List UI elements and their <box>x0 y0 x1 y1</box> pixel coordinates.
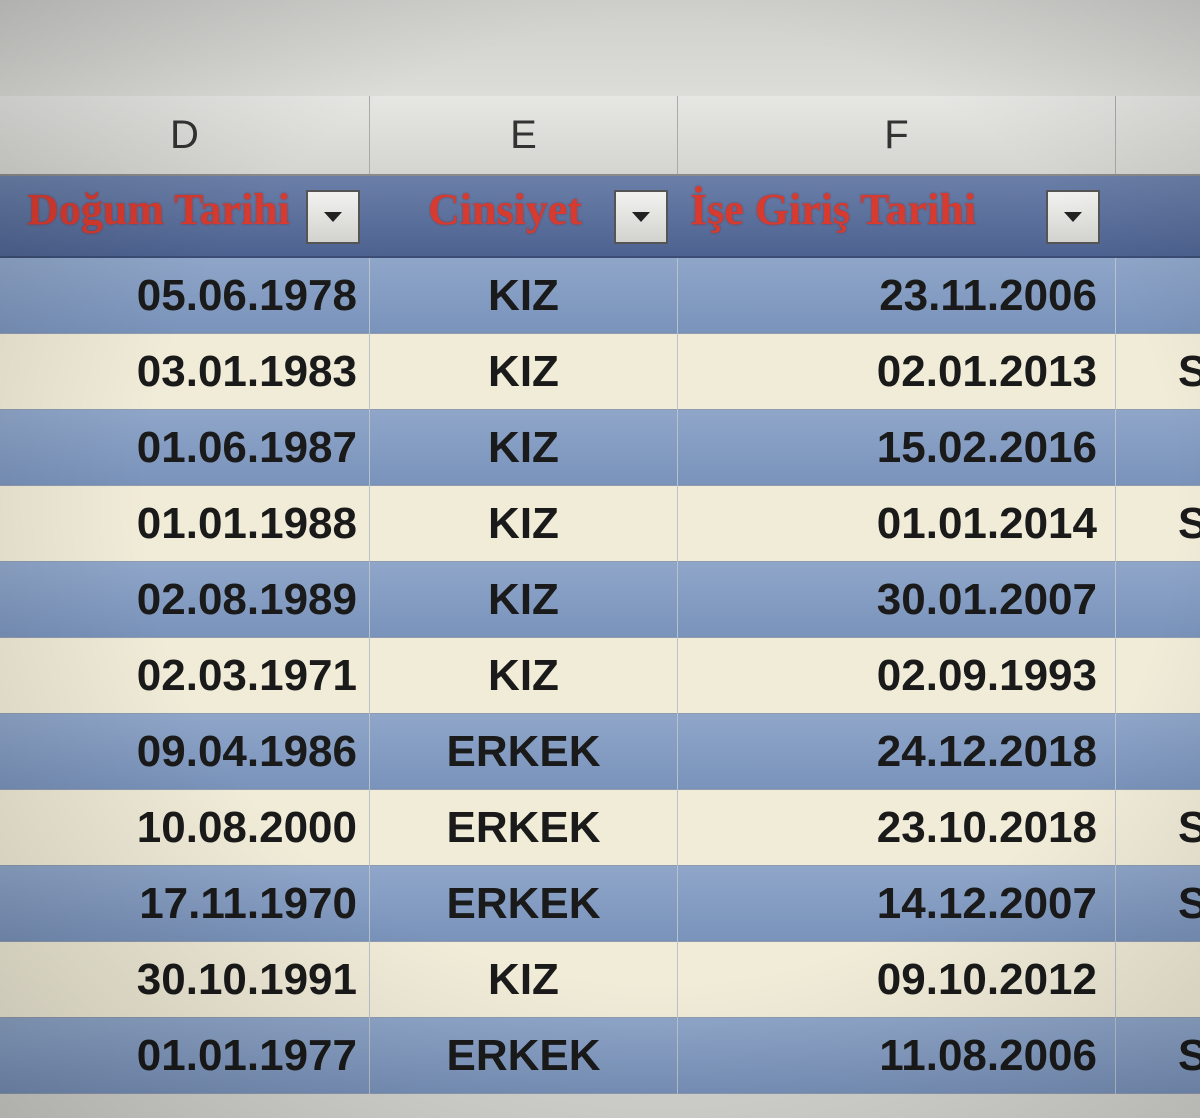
cell-extra[interactable] <box>1116 714 1200 790</box>
header-cell-start-date[interactable]: İşe Giriş Tarihi <box>678 176 1116 256</box>
cell-gender[interactable]: KIZ <box>370 942 678 1018</box>
cell-start-date[interactable]: 15.02.2016 <box>678 410 1116 486</box>
cell-birth-date[interactable]: 10.08.2000 <box>0 790 370 866</box>
cell-extra[interactable] <box>1116 638 1200 714</box>
header-label-start-date: İşe Giriş Tarihi <box>690 184 976 235</box>
dropdown-arrow-icon <box>322 210 344 224</box>
table-row: 01.01.1977 ERKEK 11.08.2006 S <box>0 1018 1200 1094</box>
table-row: 02.08.1989 KIZ 30.01.2007 <box>0 562 1200 638</box>
cell-start-date[interactable]: 14.12.2007 <box>678 866 1116 942</box>
cell-birth-date[interactable]: 09.04.1986 <box>0 714 370 790</box>
table-row: 02.03.1971 KIZ 02.09.1993 <box>0 638 1200 714</box>
table-row: 05.06.1978 KIZ 23.11.2006 <box>0 258 1200 334</box>
filter-button-start-date[interactable] <box>1046 190 1100 244</box>
cell-start-date[interactable]: 30.01.2007 <box>678 562 1116 638</box>
cell-extra[interactable] <box>1116 410 1200 486</box>
cell-gender[interactable]: ERKEK <box>370 1018 678 1094</box>
column-header-row: D E F <box>0 96 1200 176</box>
column-header-g[interactable] <box>1116 96 1200 174</box>
cell-gender[interactable]: ERKEK <box>370 714 678 790</box>
cell-birth-date[interactable]: 01.01.1977 <box>0 1018 370 1094</box>
header-label-gender: Cinsiyet <box>428 184 582 235</box>
cell-birth-date[interactable]: 03.01.1983 <box>0 334 370 410</box>
table-row: 30.10.1991 KIZ 09.10.2012 <box>0 942 1200 1018</box>
cell-extra[interactable]: S <box>1116 486 1200 562</box>
cell-birth-date[interactable]: 17.11.1970 <box>0 866 370 942</box>
table-row: 09.04.1986 ERKEK 24.12.2018 <box>0 714 1200 790</box>
cell-extra[interactable]: S <box>1116 866 1200 942</box>
cell-birth-date[interactable]: 01.06.1987 <box>0 410 370 486</box>
cell-gender[interactable]: KIZ <box>370 258 678 334</box>
cell-birth-date[interactable]: 30.10.1991 <box>0 942 370 1018</box>
filter-button-birth-date[interactable] <box>306 190 360 244</box>
cell-gender[interactable]: KIZ <box>370 410 678 486</box>
column-header-d[interactable]: D <box>0 96 370 174</box>
header-cell-birth-date[interactable]: Doğum Tarihi <box>0 176 370 256</box>
table-row: 01.06.1987 KIZ 15.02.2016 <box>0 410 1200 486</box>
cell-birth-date[interactable]: 02.08.1989 <box>0 562 370 638</box>
cell-gender[interactable]: KIZ <box>370 486 678 562</box>
column-header-f[interactable]: F <box>678 96 1116 174</box>
cell-start-date[interactable]: 24.12.2018 <box>678 714 1116 790</box>
cell-start-date[interactable]: 02.01.2013 <box>678 334 1116 410</box>
cell-extra[interactable]: S <box>1116 334 1200 410</box>
cell-start-date[interactable]: 01.01.2014 <box>678 486 1116 562</box>
cell-gender[interactable]: KIZ <box>370 334 678 410</box>
cell-extra[interactable] <box>1116 942 1200 1018</box>
header-label-birth-date: Doğum Tarihi <box>27 184 290 235</box>
cell-start-date[interactable]: 23.11.2006 <box>678 258 1116 334</box>
cell-extra[interactable] <box>1116 562 1200 638</box>
formula-bar-area <box>0 0 1200 98</box>
cell-extra[interactable]: S <box>1116 1018 1200 1094</box>
header-cell-gender[interactable]: Cinsiyet <box>370 176 678 256</box>
cell-birth-date[interactable]: 02.03.1971 <box>0 638 370 714</box>
cell-start-date[interactable]: 09.10.2012 <box>678 942 1116 1018</box>
cell-extra[interactable] <box>1116 258 1200 334</box>
dropdown-arrow-icon <box>1062 210 1084 224</box>
cell-gender[interactable]: KIZ <box>370 638 678 714</box>
cell-start-date[interactable]: 02.09.1993 <box>678 638 1116 714</box>
table-row: 10.08.2000 ERKEK 23.10.2018 S <box>0 790 1200 866</box>
cell-start-date[interactable]: 11.08.2006 <box>678 1018 1116 1094</box>
dropdown-arrow-icon <box>630 210 652 224</box>
cell-gender[interactable]: ERKEK <box>370 866 678 942</box>
cell-start-date[interactable]: 23.10.2018 <box>678 790 1116 866</box>
filter-button-gender[interactable] <box>614 190 668 244</box>
table-header-row: Doğum Tarihi Cinsiyet İşe Giriş Tarihi <box>0 176 1200 258</box>
cell-gender[interactable]: ERKEK <box>370 790 678 866</box>
table-row: 03.01.1983 KIZ 02.01.2013 S <box>0 334 1200 410</box>
table-row: 01.01.1988 KIZ 01.01.2014 S <box>0 486 1200 562</box>
table-body: 05.06.1978 KIZ 23.11.2006 03.01.1983 KIZ… <box>0 258 1200 1094</box>
cell-birth-date[interactable]: 05.06.1978 <box>0 258 370 334</box>
cell-extra[interactable]: S <box>1116 790 1200 866</box>
cell-birth-date[interactable]: 01.01.1988 <box>0 486 370 562</box>
column-header-e[interactable]: E <box>370 96 678 174</box>
table-row: 17.11.1970 ERKEK 14.12.2007 S <box>0 866 1200 942</box>
cell-gender[interactable]: KIZ <box>370 562 678 638</box>
